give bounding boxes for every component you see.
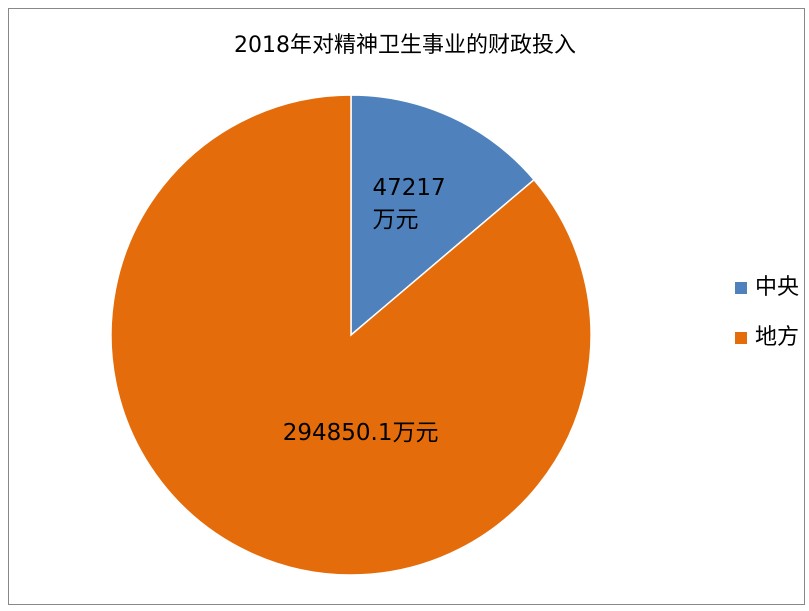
- value-label: 294850.1万元: [282, 420, 439, 446]
- legend-swatch: [735, 282, 747, 294]
- legend-text: 中央: [755, 275, 799, 300]
- legend-swatch: [735, 332, 747, 344]
- pie-slice: [110, 94, 592, 576]
- value-label: 47217万元: [372, 175, 446, 234]
- chart-title: 2018年对精神卫生事业的财政投入: [234, 33, 576, 58]
- pie-slice: [350, 94, 536, 337]
- legend-text: 地方: [755, 325, 799, 350]
